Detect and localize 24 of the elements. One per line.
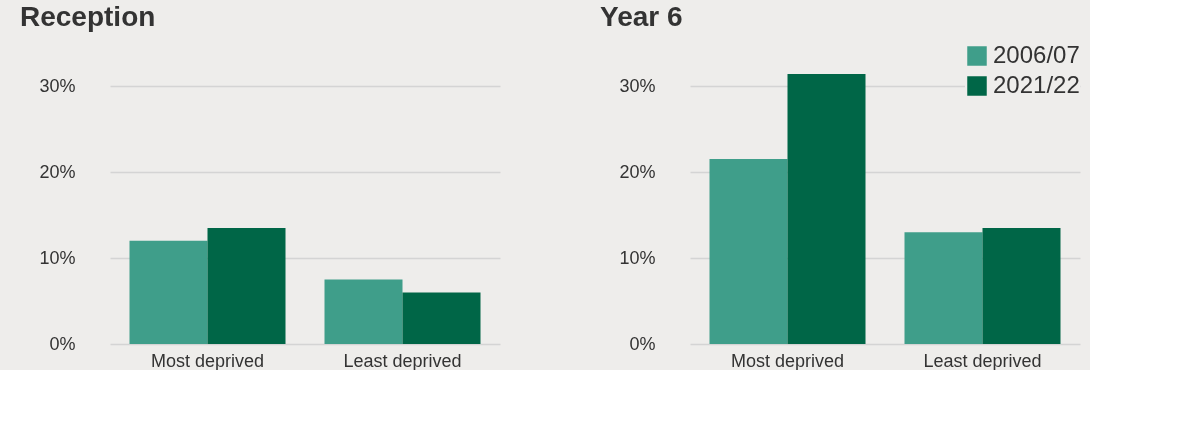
x-tick-label: Most deprived [730,350,845,371]
bar [324,279,403,344]
chart-title: Reception [20,1,156,32]
bar [787,73,866,344]
legend-label: 2006/07 [993,41,1080,68]
y-tick-label: 20% [619,161,656,182]
y-tick-label: 0% [49,333,76,354]
y-tick-label: 0% [629,333,656,354]
legend-label: 2021/22 [993,71,1080,98]
bar [129,240,208,344]
x-tick-label: Least deprived [923,350,1042,371]
bar [904,232,983,344]
bar [709,159,788,344]
y-tick-label: 20% [39,161,76,182]
chart-title: Year 6 [600,1,683,32]
y-tick-label: 10% [619,247,656,268]
y-tick-label: 30% [619,75,656,96]
x-tick-label: Least deprived [343,350,462,371]
bar [982,227,1061,344]
x-tick-label: Most deprived [150,350,265,371]
bar [207,227,286,344]
y-tick-label: 30% [39,75,76,96]
bar [402,292,481,344]
y-tick-label: 10% [39,247,76,268]
